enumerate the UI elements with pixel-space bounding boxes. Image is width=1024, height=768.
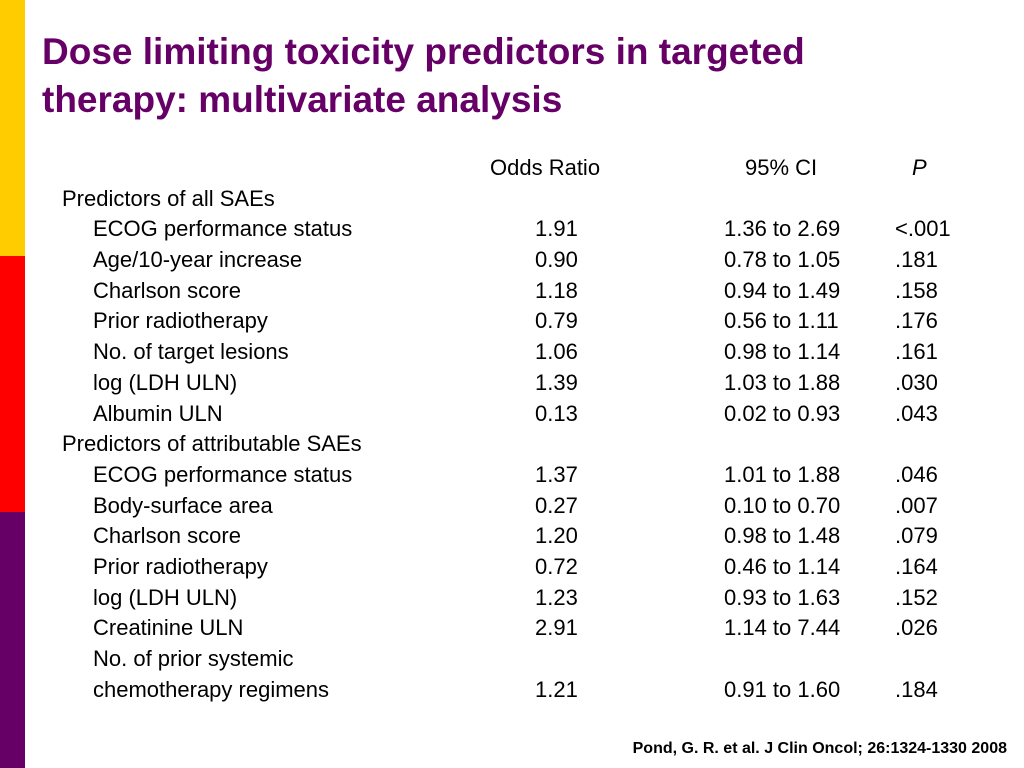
- p-value: .043: [895, 400, 938, 426]
- table-row: Prior radiotherapy 0.72 0.46 to 1.14 .164: [0, 552, 1024, 583]
- odds-ratio-value: 1.20: [535, 523, 578, 549]
- citation: Pond, G. R. et al. J Clin Oncol; 26:1324…: [632, 740, 1007, 757]
- predictor-label: chemotherapy regimens: [93, 676, 330, 702]
- ci-value: 1.03 to 1.88: [724, 369, 841, 395]
- odds-ratio-value: 0.27: [535, 492, 578, 518]
- results-table: Odds Ratio 95% CI P Predictors of all SA…: [0, 153, 1024, 705]
- p-value: .030: [895, 369, 938, 395]
- p-value: .079: [895, 523, 938, 549]
- ci-value: 0.98 to 1.14: [724, 339, 841, 365]
- table-row: chemotherapy regimens 1.21 0.91 to 1.60 .18…: [0, 675, 1024, 706]
- odds-ratio-value: 0.90: [535, 247, 578, 273]
- table-row: No. of prior systemic: [0, 644, 1024, 675]
- accent-bar-red: [0, 256, 25, 512]
- p-value: .046: [895, 461, 938, 487]
- predictor-label: Albumin ULN: [93, 400, 223, 426]
- predictor-label: Charlson score: [93, 277, 241, 303]
- group-header-row: Predictors of attributable SAEs: [0, 429, 1024, 460]
- table-row: ECOG performance status 1.37 1.01 to 1.88.…: [0, 460, 1024, 491]
- ci-value: 0.46 to 1.14: [724, 553, 841, 579]
- accent-bar-yellow: [0, 0, 25, 256]
- header-p: P: [912, 155, 927, 180]
- table-row: Charlson score 1.20 0.98 to 1.48 .079: [0, 521, 1024, 552]
- odds-ratio-value: 0.13: [535, 400, 578, 426]
- odds-ratio-value: 1.39: [535, 369, 578, 395]
- predictor-label: Prior radiotherapy: [93, 308, 268, 334]
- p-value: .158: [895, 277, 938, 303]
- ci-value: 0.98 to 1.48: [724, 523, 841, 549]
- ci-value: 0.94 to 1.49: [724, 277, 841, 303]
- p-value: .176: [895, 308, 938, 334]
- header-odds-ratio: Odds Ratio: [490, 155, 601, 180]
- table-row: No. of target lesions 1.06 0.98 to 1.14 .16…: [0, 337, 1024, 368]
- accent-bar-purple: [0, 512, 25, 768]
- predictor-label: ECOG performance status: [93, 461, 353, 487]
- p-value: .161: [895, 339, 938, 365]
- table-row: log (LDH ULN) 1.39 1.03 to 1.88 .030: [0, 368, 1024, 399]
- p-value: .164: [895, 553, 938, 579]
- ci-value: 1.01 to 1.88: [724, 461, 841, 487]
- ci-value: 0.10 to 0.70: [724, 492, 841, 518]
- group-header-row: Predictors of all SAEs: [0, 184, 1024, 215]
- ci-value: 0.91 to 1.60: [724, 676, 841, 702]
- group-label: Predictors of attributable SAEs: [62, 431, 362, 457]
- table-row: Creatinine ULN 2.91 1.14 to 7.44 .026: [0, 613, 1024, 644]
- predictor-label: Age/10-year increase: [93, 247, 303, 273]
- predictor-label: Body-surface area: [93, 492, 273, 518]
- title-line-1: Dose limiting toxicity predictors in tar…: [42, 31, 805, 72]
- ci-value: 0.56 to 1.11: [724, 308, 839, 334]
- group-label: Predictors of all SAEs: [62, 185, 275, 211]
- odds-ratio-value: 1.21: [535, 676, 578, 702]
- predictor-label: Prior radiotherapy: [93, 553, 268, 579]
- table-row: Charlson score 1.18 0.94 to 1.49 .158: [0, 276, 1024, 307]
- table-row: Age/10-year increase 0.90 0.78 to 1.05 .181: [0, 245, 1024, 276]
- slide-title: Dose limiting toxicity predictors in tar…: [42, 28, 942, 124]
- predictor-label: Charlson score: [93, 523, 241, 549]
- odds-ratio-value: 1.23: [535, 584, 578, 610]
- odds-ratio-value: 0.79: [535, 308, 578, 334]
- ci-value: 1.36 to 2.69: [724, 216, 841, 242]
- p-value: .184: [895, 676, 938, 702]
- ci-value: 0.78 to 1.05: [724, 247, 841, 273]
- odds-ratio-value: 1.91: [535, 216, 578, 242]
- table-row: log (LDH ULN) 1.23 0.93 to 1.63 .152: [0, 583, 1024, 614]
- p-value: .152: [895, 584, 938, 610]
- title-line-2: therapy: multivariate analysis: [42, 79, 563, 120]
- odds-ratio-value: 1.37: [535, 461, 578, 487]
- predictor-label: log (LDH ULN): [93, 584, 238, 610]
- table-row: Prior radiotherapy 0.79 0.56 to 1.11 .176: [0, 306, 1024, 337]
- p-value: .181: [895, 247, 938, 273]
- table-row: ECOG performance status 1.91 1.36 to 2.69 <…: [0, 214, 1024, 245]
- p-value: .007: [895, 492, 938, 518]
- ci-value: 0.93 to 1.63: [724, 584, 841, 610]
- header-ci: 95% CI: [745, 155, 818, 180]
- predictor-label: No. of target lesions: [93, 339, 289, 365]
- p-value: .026: [895, 615, 938, 641]
- ci-value: 1.14 to 7.44: [724, 615, 841, 641]
- predictor-label: No. of prior systemic: [93, 646, 294, 671]
- odds-ratio-value: 1.06: [535, 339, 578, 365]
- predictor-label: Creatinine ULN: [93, 615, 244, 641]
- predictor-label: ECOG performance status: [93, 216, 353, 242]
- odds-ratio-value: 1.18: [535, 277, 578, 303]
- table-row: Albumin ULN 0.13 0.02 to 0.93 .043: [0, 399, 1024, 430]
- p-value: <.001: [895, 216, 951, 242]
- table-header-row: Odds Ratio 95% CI P: [0, 153, 1024, 184]
- predictor-label: log (LDH ULN): [93, 369, 238, 395]
- ci-value: 0.02 to 0.93: [724, 400, 841, 426]
- table-row: Body-surface area 0.27 0.10 to 0.70 .007: [0, 491, 1024, 522]
- odds-ratio-value: 2.91: [535, 615, 578, 641]
- odds-ratio-value: 0.72: [535, 553, 578, 579]
